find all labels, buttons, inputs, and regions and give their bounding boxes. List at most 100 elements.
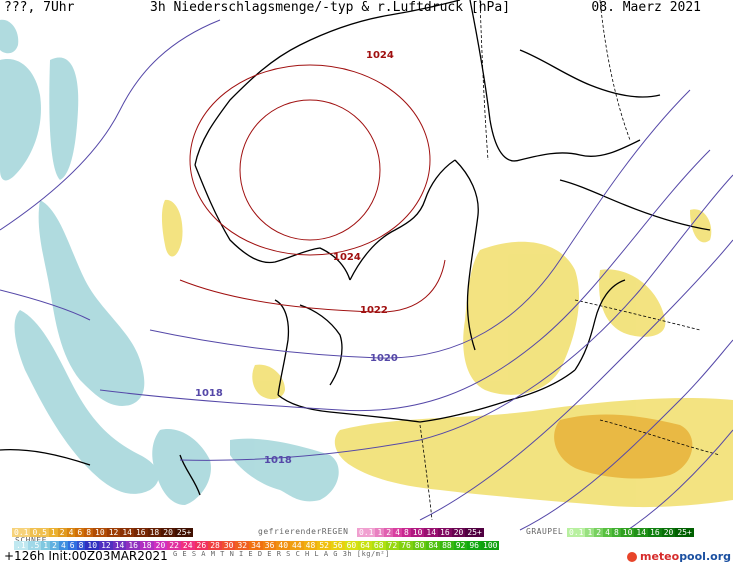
snow-cell: 12 (106, 527, 121, 537)
freezing-cell: 25+ (465, 527, 484, 537)
run-info: +126h Init:00Z03MAR2021 (4, 549, 168, 563)
logo-brand: meteo (639, 550, 680, 563)
snow-cell: 6 (75, 527, 85, 537)
total-cell: 68 (371, 540, 386, 550)
legend-total-label: G E S A M T N I E D E R S C H L A G 3h [… (173, 550, 390, 558)
isobars-high (179, 64, 446, 313)
legend-graupel-label: GRAUPEL (526, 527, 564, 536)
snow-scale: 0.1 0.5 1 2 4 6 8 10 12 14 16 18 20 25+ (12, 527, 194, 537)
graupel-cell: 25+ (675, 527, 694, 537)
total-cell: 8 (76, 540, 86, 550)
total-cell: 10 (85, 540, 100, 550)
snow-cell: 0.5 (30, 527, 49, 537)
snow-cell: 8 (84, 527, 94, 537)
meteopool-logo[interactable]: meteo pool .org (626, 550, 731, 563)
freezing-cell: 14 (424, 527, 439, 537)
header-time: ???, 7Uhr (4, 0, 75, 15)
graupel-cell: 10 (620, 527, 635, 537)
total-cell: 36 (262, 540, 277, 550)
total-cell: 64 (358, 540, 372, 550)
total-cell: 6 (67, 540, 77, 550)
total-cell: 1 (41, 540, 51, 550)
isobar-label-1018-left: 1018 (195, 388, 223, 399)
snow-cell: 1 (48, 527, 58, 537)
snow-cell: 18 (147, 527, 162, 537)
total-cell: 14 (112, 540, 127, 550)
borders (419, 0, 721, 521)
freezing-cell: 16 (438, 527, 452, 537)
isobar-label-1024-mid: 1024 (333, 252, 361, 263)
freezing-cell: 8 (401, 527, 411, 537)
total-cell: 20 (153, 540, 168, 550)
total-cell: 88 (440, 540, 454, 550)
total-cell: 56 (330, 540, 345, 550)
legend-freezing: 0.1 1 2 4 8 10 14 16 20 25+ (357, 527, 484, 537)
logo-icon (626, 551, 637, 562)
total-cell: 80 (412, 540, 427, 550)
graupel-cell: 16 (648, 527, 662, 537)
total-cell: 22 (167, 540, 181, 550)
total-cell: 2 (50, 540, 59, 550)
total-cell: 100 (481, 540, 500, 550)
freezing-cell: 2 (384, 527, 394, 537)
snow-cell: 25+ (174, 527, 194, 537)
graupel-cell: 2 (594, 527, 604, 537)
freezing-cell: 4 (393, 527, 402, 537)
graupel-cell: 0.1 (567, 527, 586, 537)
graupel-cell: 4 (603, 527, 612, 537)
precip-snow-west (0, 19, 339, 505)
total-cell: 4 (58, 540, 68, 550)
total-cell: 16 (126, 540, 140, 550)
graupel-scale: 0.1 1 2 4 8 10 14 16 20 25+ (567, 527, 694, 537)
snow-cell: 20 (161, 527, 175, 537)
freezing-cell: 20 (451, 527, 466, 537)
freezing-cell: 1 (375, 527, 385, 537)
total-cell: 44 (290, 540, 304, 550)
freezing-cell: 0.1 (357, 527, 376, 537)
graupel-cell: 20 (661, 527, 676, 537)
total-cell: .5 (27, 540, 42, 550)
total-cell: 34 (249, 540, 263, 550)
total-cell: 26 (194, 540, 209, 550)
total-cell: 12 (99, 540, 113, 550)
total-cell: 60 (344, 540, 359, 550)
snow-cell: 16 (133, 527, 148, 537)
total-cell: 18 (139, 540, 154, 550)
total-cell: 92 (453, 540, 468, 550)
freezing-scale: 0.1 1 2 4 8 10 14 16 20 25+ (357, 527, 484, 537)
total-cell: 76 (399, 540, 413, 550)
map-title: 3h Niederschlagsmenge/-typ & r.Luftdruck… (150, 0, 511, 15)
total-scale: .1.5 1 2 4 6 8 10 12 14 16 18 20 22 24 26 28 30 32 34 36 40 4… (14, 540, 500, 550)
isobar-label-1018-bottom: 1018 (264, 455, 292, 466)
legend-total: .1.5 1 2 4 6 8 10 12 14 16 18 20 22 24 26 28 30 32 34 36 40 4… (14, 540, 500, 550)
precip-heavy-east (554, 414, 693, 479)
snow-cell: 4 (66, 527, 76, 537)
total-cell: 24 (180, 540, 195, 550)
coastlines (0, 0, 711, 496)
snow-cell: 2 (57, 527, 67, 537)
total-cell: 32 (235, 540, 250, 550)
total-cell: 84 (426, 540, 441, 550)
freezing-cell: 10 (410, 527, 425, 537)
snow-cell: 14 (120, 527, 134, 537)
total-cell: 30 (221, 540, 236, 550)
legend-graupel: 0.1 1 2 4 8 10 14 16 20 25+ (567, 527, 694, 537)
total-cell: 72 (385, 540, 400, 550)
logo-suffix: .org (705, 550, 731, 563)
legend-freezing-label: gefrierenderREGEN (258, 527, 349, 536)
snow-cell: 0.1 (12, 527, 31, 537)
legend-snow: 0.1 0.5 1 2 4 6 8 10 12 14 16 18 20 25+ (12, 527, 194, 537)
isobars-low (0, 19, 733, 536)
total-cell: .1 (14, 540, 28, 550)
total-cell: 28 (208, 540, 222, 550)
header-date: 08. Maerz 2021 (591, 0, 701, 15)
snow-cell: 10 (93, 527, 107, 537)
isobar-label-1024-top: 1024 (366, 50, 394, 61)
total-cell: 40 (276, 540, 291, 550)
graupel-cell: 8 (611, 527, 621, 537)
isobar-label-1022: 1022 (360, 305, 388, 316)
total-cell: 96 (467, 540, 481, 550)
graupel-cell: 14 (634, 527, 649, 537)
